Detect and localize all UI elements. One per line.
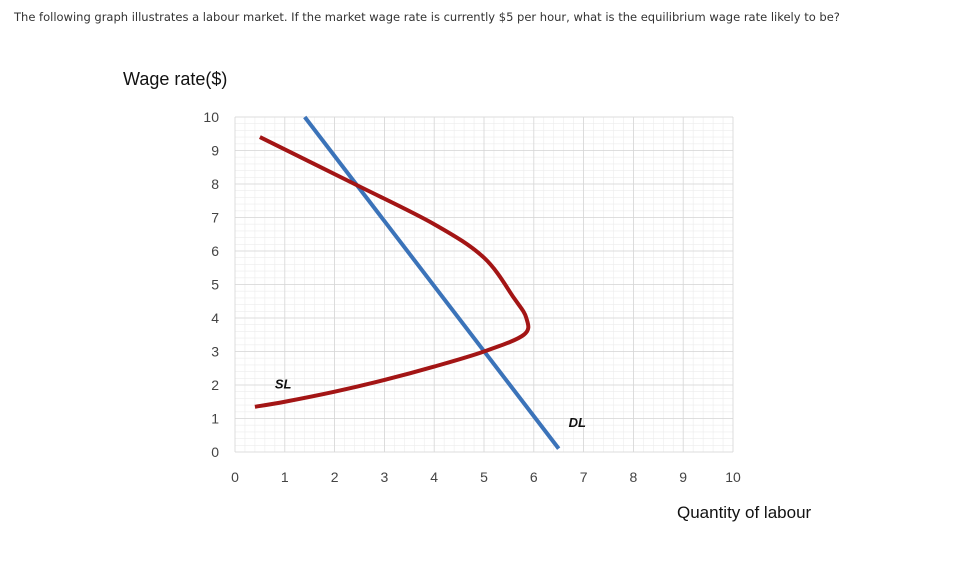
y-tick-label: 3 bbox=[211, 344, 219, 360]
x-tick-label: 1 bbox=[281, 469, 289, 485]
series-line-dl bbox=[303, 115, 561, 450]
x-axis-label: Quantity of labour bbox=[677, 503, 812, 522]
x-axis-ticks: 0 1 2 3 4 5 6 7 8 9 10 bbox=[231, 469, 741, 485]
x-tick-label: 8 bbox=[630, 469, 638, 485]
x-tick-label: 0 bbox=[231, 469, 239, 485]
y-tick-label: 7 bbox=[211, 210, 219, 226]
x-tick-label: 10 bbox=[725, 469, 741, 485]
x-tick-label: 3 bbox=[381, 469, 389, 485]
y-axis-label: Wage rate($) bbox=[123, 69, 227, 89]
chart-series bbox=[254, 115, 561, 450]
x-tick-label: 4 bbox=[430, 469, 438, 485]
x-tick-label: 2 bbox=[331, 469, 339, 485]
chart-grid bbox=[234, 116, 734, 453]
y-tick-label: 8 bbox=[211, 176, 219, 192]
chart-annotations: SL DL bbox=[275, 376, 586, 430]
curve-label-dl: DL bbox=[569, 415, 586, 430]
question-text: The following graph illustrates a labour… bbox=[14, 10, 840, 24]
y-tick-label: 1 bbox=[211, 411, 219, 427]
y-tick-label: 0 bbox=[211, 444, 219, 460]
x-tick-label: 6 bbox=[530, 469, 538, 485]
y-tick-label: 5 bbox=[211, 277, 219, 293]
curve-label-sl: SL bbox=[275, 376, 292, 391]
y-axis-ticks: 0 1 2 3 4 5 6 7 8 9 10 bbox=[203, 109, 219, 460]
x-tick-label: 7 bbox=[580, 469, 588, 485]
x-tick-label: 9 bbox=[679, 469, 687, 485]
y-tick-label: 6 bbox=[211, 243, 219, 259]
y-tick-label: 2 bbox=[211, 377, 219, 393]
y-tick-label: 10 bbox=[203, 109, 219, 125]
y-tick-label: 4 bbox=[211, 310, 219, 326]
y-tick-label: 9 bbox=[211, 143, 219, 159]
x-tick-label: 5 bbox=[480, 469, 488, 485]
series-line-sl bbox=[254, 135, 531, 409]
